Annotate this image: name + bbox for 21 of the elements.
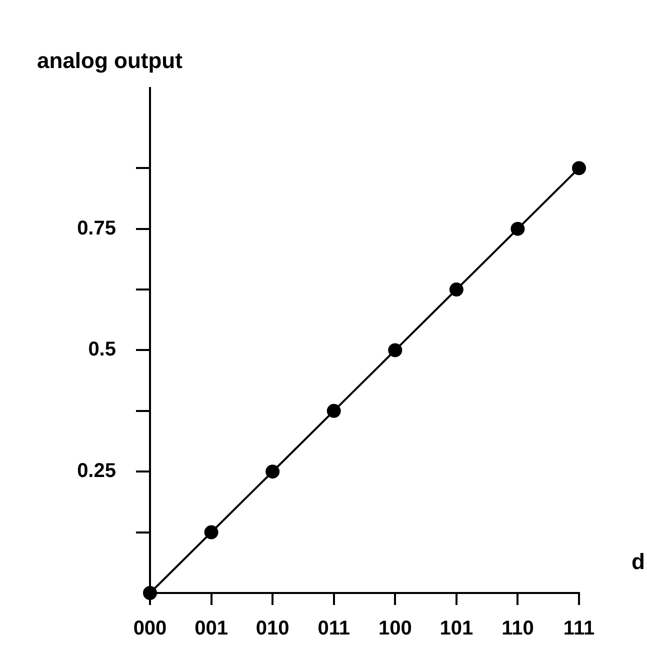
point bbox=[572, 161, 586, 176]
y-tick-label: 0.75 bbox=[77, 217, 116, 240]
point bbox=[204, 525, 218, 540]
x-tick-label: 100 bbox=[378, 618, 412, 640]
point bbox=[143, 586, 157, 600]
y-tick-label: 0.25 bbox=[77, 460, 116, 482]
x-tick-label: 101 bbox=[440, 618, 474, 640]
point bbox=[266, 464, 280, 479]
x-tick-label: 010 bbox=[256, 618, 290, 640]
x-tick-label: 001 bbox=[194, 618, 228, 640]
point bbox=[388, 343, 402, 358]
x-tick-label: 011 bbox=[318, 618, 350, 640]
point bbox=[449, 282, 464, 297]
point bbox=[510, 222, 525, 236]
y-tick-label: 0.5 bbox=[88, 338, 116, 361]
y-axis-title: analog output bbox=[37, 48, 184, 73]
x-tick-label: 110 bbox=[502, 618, 534, 640]
x-tick-label: 000 bbox=[133, 618, 167, 640]
x-axis-title: d bbox=[632, 549, 645, 574]
point bbox=[326, 404, 341, 418]
x-tick-label: 111 bbox=[563, 618, 595, 640]
